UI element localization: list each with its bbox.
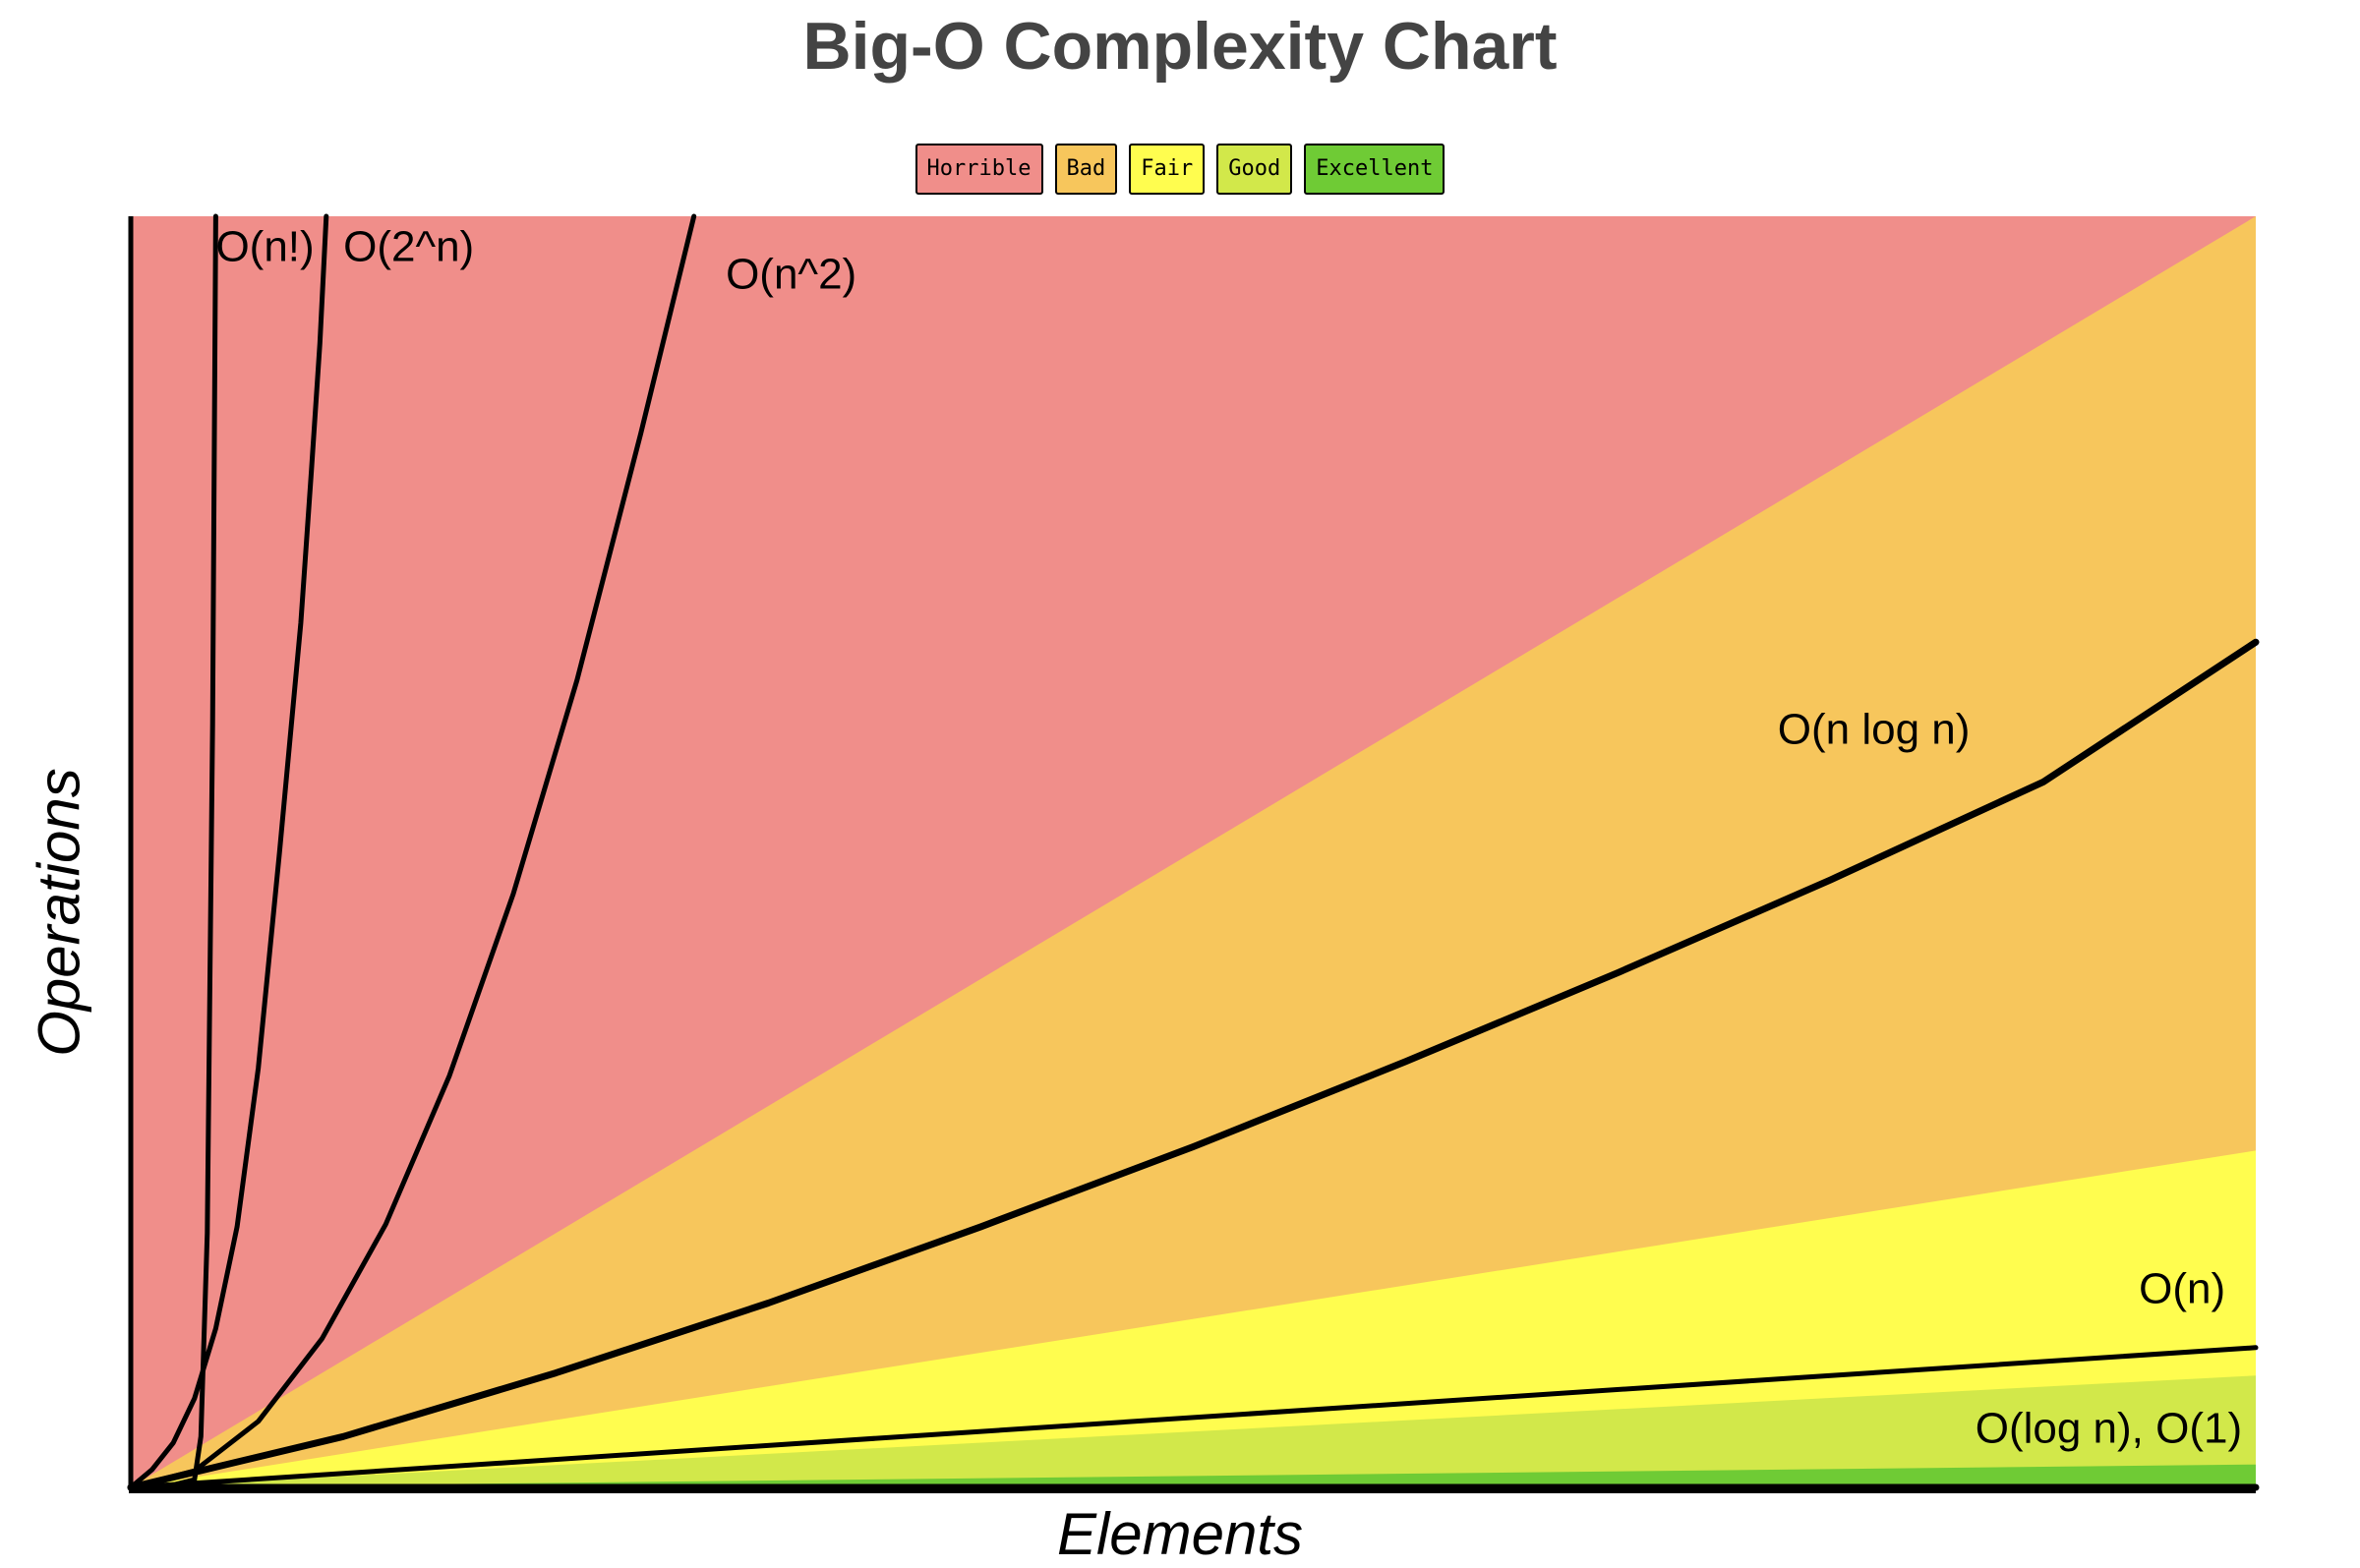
curve-o-n-2 — [128, 213, 697, 1490]
legend-item-bad: Bad — [1054, 144, 1118, 195]
curve-label-o-log-n-o-1: O(log n), O(1) — [1976, 1405, 2242, 1453]
curve-label-o-n-2: O(n^2) — [726, 251, 856, 299]
curve-label-o-n: O(n) — [2139, 1265, 2225, 1313]
curve-labels: O(n!) O(2^n) O(n^2) O(n log n) O(n) O(log n),… — [215, 222, 2242, 1452]
legend-item-good: Good — [1216, 144, 1293, 195]
complexity-regions — [131, 216, 2256, 1487]
legend-item-horrible: Horrible — [914, 144, 1043, 195]
curve-o-n — [128, 1345, 2259, 1490]
region-fair — [131, 1150, 2256, 1487]
region-bad — [131, 216, 2256, 1487]
legend: Horrible Bad Fair Good Excellent — [0, 144, 2360, 195]
chart-title: Big-O Complexity Chart — [802, 9, 1558, 84]
curve-o-n-log-n — [127, 638, 2260, 1491]
curve-o-2-n — [128, 213, 329, 1490]
curve-label-o-n-log-n: O(n log n) — [1778, 706, 1971, 754]
x-axis-label: Elements — [1056, 1501, 1304, 1567]
region-good — [131, 1375, 2256, 1487]
curve-label-o-2-n: O(2^n) — [343, 222, 474, 270]
legend-item-fair: Fair — [1129, 144, 1206, 195]
curve-label-o-n: O(n!) — [215, 222, 314, 270]
axes — [128, 216, 2256, 1493]
region-excellent — [131, 1464, 2256, 1487]
legend-item-excellent: Excellent — [1304, 144, 1446, 195]
y-axis-label: Operations — [26, 768, 92, 1057]
